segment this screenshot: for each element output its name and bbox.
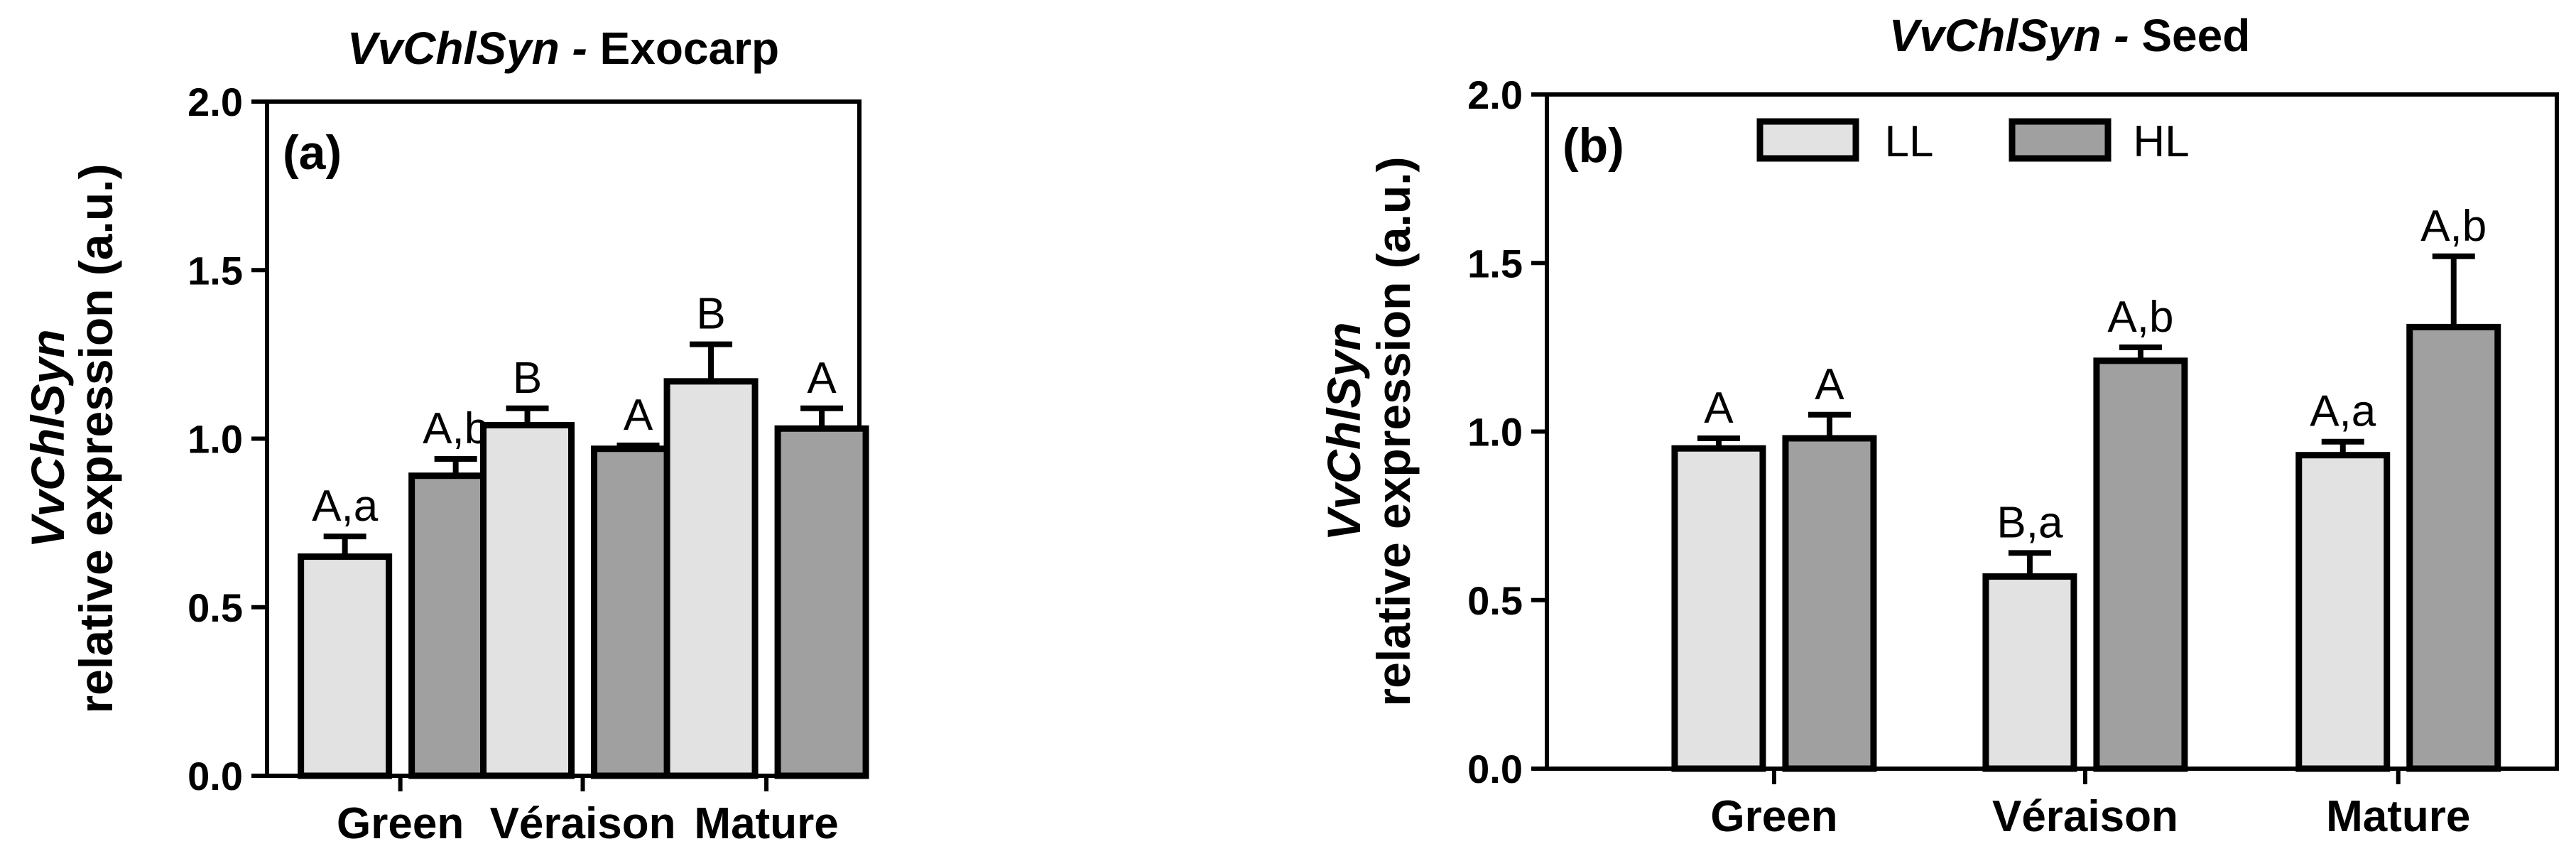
bar-ll-1 xyxy=(480,422,575,779)
chart-title-tissue: Exocarp xyxy=(587,23,779,74)
significance-label-ll-0: A xyxy=(1704,384,1734,433)
x-category-label: Green xyxy=(1710,792,1837,841)
significance-label-ll-0: A,a xyxy=(312,482,379,531)
x-category-label: Mature xyxy=(2326,792,2470,841)
bar-ll-2 xyxy=(2295,452,2391,772)
chart-title-gene: VvChlSyn - xyxy=(1889,10,2129,61)
significance-label-hl-2: A xyxy=(807,354,837,403)
x-category-label: Véraison xyxy=(1992,792,2178,841)
significance-label-ll-1: B,a xyxy=(1996,498,2063,547)
y-tick-label: 1.0 xyxy=(1467,410,1523,455)
x-category-label: Green xyxy=(337,799,464,848)
significance-label-hl-0: A,b xyxy=(423,404,489,453)
bar-hl-0 xyxy=(1782,435,1877,772)
x-category-label: Mature xyxy=(694,799,838,848)
significance-label-ll-1: B xyxy=(513,354,542,403)
legend-swatch-hl xyxy=(2009,118,2112,162)
bar-hl-2 xyxy=(774,425,869,779)
y-tick-label: 0.5 xyxy=(1467,578,1523,623)
bar-ll-0 xyxy=(1671,445,1766,772)
bar-ll-1 xyxy=(1982,573,2077,772)
bar-hl-2 xyxy=(2406,323,2501,772)
legend-swatch-ll xyxy=(1756,118,1859,162)
y-tick-label: 0.0 xyxy=(188,754,243,798)
panel-label: (b) xyxy=(1563,119,1624,173)
chart-title: VvChlSyn - Exocarp xyxy=(347,23,779,74)
bar-ll-2 xyxy=(663,378,759,779)
y-tick-label: 2.0 xyxy=(1467,72,1523,117)
significance-label-hl-2: A,b xyxy=(2420,202,2487,251)
significance-label-ll-2: A,a xyxy=(2310,387,2376,436)
legend-label-ll: LL xyxy=(1885,117,1934,166)
y-tick-label: 1.5 xyxy=(1467,241,1523,286)
y-axis-label: relative expression (a.u.) xyxy=(70,164,122,714)
y-axis-label-gene: VvChlSyn xyxy=(1317,322,1370,541)
y-axis-label: relative expression (a.u.) xyxy=(1367,157,1420,707)
chart-title-tissue: Seed xyxy=(2129,10,2251,61)
y-axis-label-gene: VvChlSyn xyxy=(21,329,74,548)
significance-label-hl-0: A xyxy=(1815,360,1844,409)
y-tick-label: 1.5 xyxy=(188,248,243,293)
bar-hl-1 xyxy=(2093,357,2188,772)
y-tick-label: 1.0 xyxy=(188,417,243,462)
legend-label-hl: HL xyxy=(2133,117,2189,166)
y-tick-label: 0.5 xyxy=(188,585,243,630)
significance-label-hl-1: A xyxy=(624,391,653,440)
x-category-label: Véraison xyxy=(490,799,676,848)
significance-label-hl-1: A,b xyxy=(2107,293,2173,342)
y-tick-label: 0.0 xyxy=(1467,747,1523,791)
panel-label: (a) xyxy=(283,126,342,180)
bar-ll-0 xyxy=(298,553,393,779)
significance-label-ll-2: B xyxy=(696,290,725,339)
y-tick-label: 2.0 xyxy=(188,80,243,124)
chart-title: VvChlSyn - Seed xyxy=(1889,10,2251,61)
chart-title-gene: VvChlSyn - xyxy=(347,23,587,74)
